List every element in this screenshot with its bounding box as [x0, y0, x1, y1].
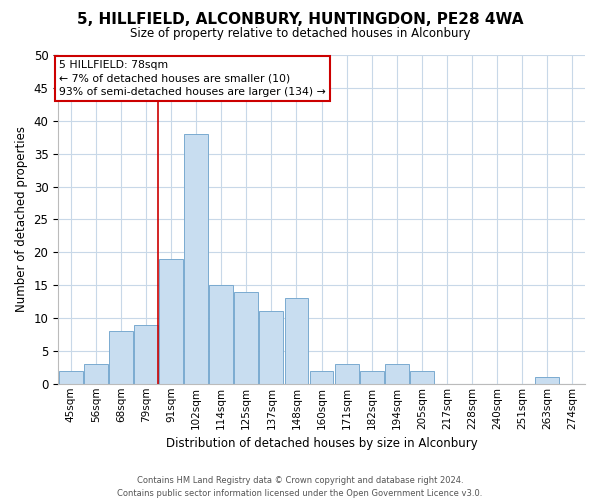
Bar — [310, 370, 334, 384]
Bar — [535, 377, 559, 384]
Bar — [134, 324, 158, 384]
Bar — [360, 370, 383, 384]
Bar — [259, 312, 283, 384]
Bar — [84, 364, 108, 384]
Bar — [209, 285, 233, 384]
Bar — [410, 370, 434, 384]
Text: 5 HILLFIELD: 78sqm
← 7% of detached houses are smaller (10)
93% of semi-detached: 5 HILLFIELD: 78sqm ← 7% of detached hous… — [59, 60, 326, 96]
Text: Contains HM Land Registry data © Crown copyright and database right 2024.
Contai: Contains HM Land Registry data © Crown c… — [118, 476, 482, 498]
Bar — [235, 292, 258, 384]
Bar — [184, 134, 208, 384]
Text: Size of property relative to detached houses in Alconbury: Size of property relative to detached ho… — [130, 28, 470, 40]
Bar — [284, 298, 308, 384]
Text: 5, HILLFIELD, ALCONBURY, HUNTINGDON, PE28 4WA: 5, HILLFIELD, ALCONBURY, HUNTINGDON, PE2… — [77, 12, 523, 28]
X-axis label: Distribution of detached houses by size in Alconbury: Distribution of detached houses by size … — [166, 437, 478, 450]
Bar — [335, 364, 359, 384]
Y-axis label: Number of detached properties: Number of detached properties — [15, 126, 28, 312]
Bar — [159, 259, 183, 384]
Bar — [385, 364, 409, 384]
Bar — [59, 370, 83, 384]
Bar — [109, 331, 133, 384]
